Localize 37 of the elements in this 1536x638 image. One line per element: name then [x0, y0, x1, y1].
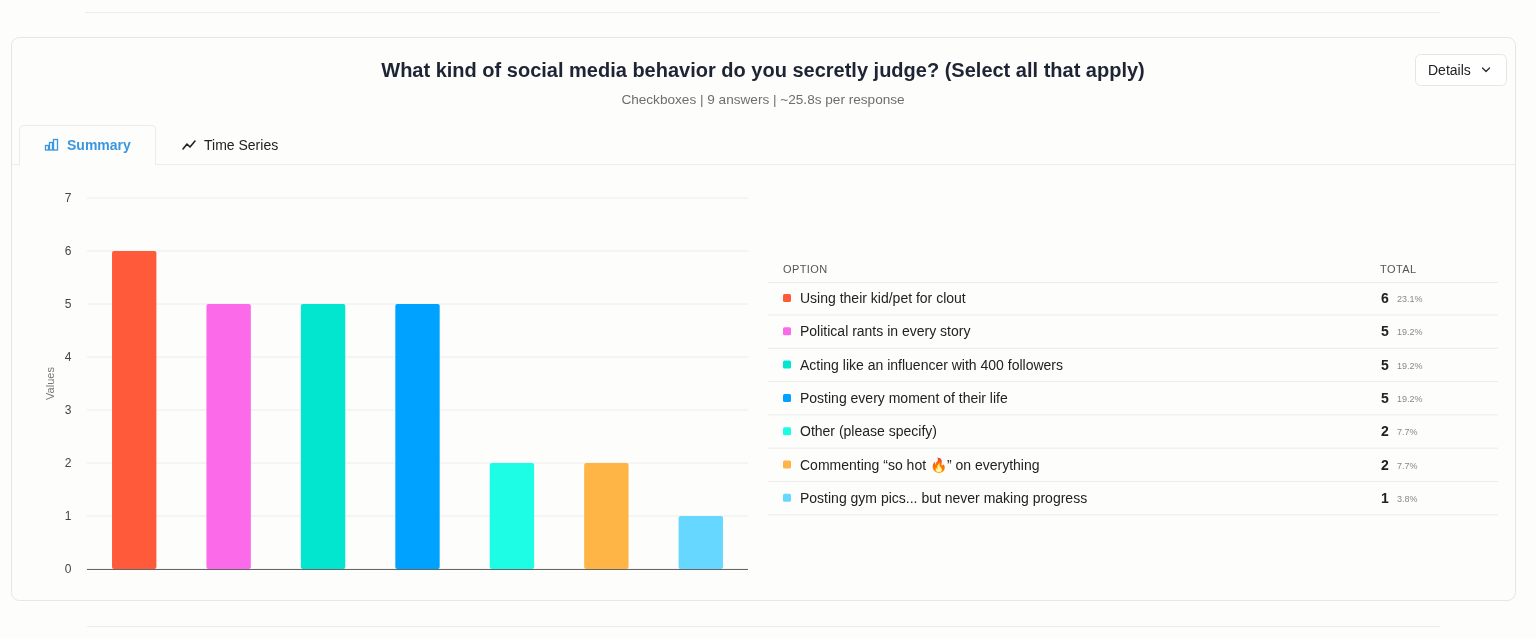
y-tick-label: 7	[64, 191, 72, 205]
y-tick-label: 4	[64, 350, 72, 364]
text: 5	[1381, 323, 1389, 340]
chart-subtitle: Checkboxes | 9 answers | ~25.8s per response	[621, 92, 905, 107]
text: 19.2%	[1397, 393, 1423, 404]
text: 1	[1381, 489, 1389, 506]
legend-label: Commenting “so hot 🔥” on everything	[800, 456, 1040, 474]
text: 2	[1381, 423, 1389, 440]
text: 5	[1381, 356, 1389, 373]
y-tick-label: 5	[64, 297, 72, 311]
y-tick-label: 3	[64, 403, 72, 417]
y-tick-label: 6	[64, 244, 72, 258]
text: TOTAL	[1380, 263, 1417, 275]
text: Details	[1428, 62, 1471, 78]
legend-label: Posting every moment of their life	[800, 389, 1008, 406]
text: 3.8%	[1397, 493, 1418, 504]
y-tick-label: 0	[64, 562, 72, 576]
legend-label: Other (please specify)	[800, 423, 937, 440]
legend-label: Acting like an influencer with 400 followers	[800, 356, 1064, 373]
text: 23.1%	[1397, 294, 1423, 304]
legend-label: Political rants in every story	[800, 323, 971, 340]
text: 5	[1381, 389, 1389, 406]
text: 7.7%	[1397, 460, 1418, 471]
legend-label: Posting gym pics... but never making progress	[800, 489, 1088, 506]
legend-title: OPTION	[783, 263, 828, 275]
chart-title: What kind of social media behavior do you secretly judge? (Select all that apply)	[381, 59, 1145, 81]
text: 19.2%	[1397, 360, 1423, 371]
text: 19.2%	[1397, 327, 1423, 338]
text: 2	[1381, 456, 1389, 473]
y-tick-label: 1	[64, 509, 72, 523]
y-axis-title: Values	[44, 366, 56, 400]
text: 7.7%	[1397, 427, 1418, 438]
text: Time Series	[204, 136, 279, 153]
text: Summary	[67, 136, 132, 153]
text: 6	[1381, 290, 1389, 306]
legend-label: Using their kid/pet for clout	[800, 290, 966, 306]
y-tick-label: 2	[64, 456, 72, 470]
